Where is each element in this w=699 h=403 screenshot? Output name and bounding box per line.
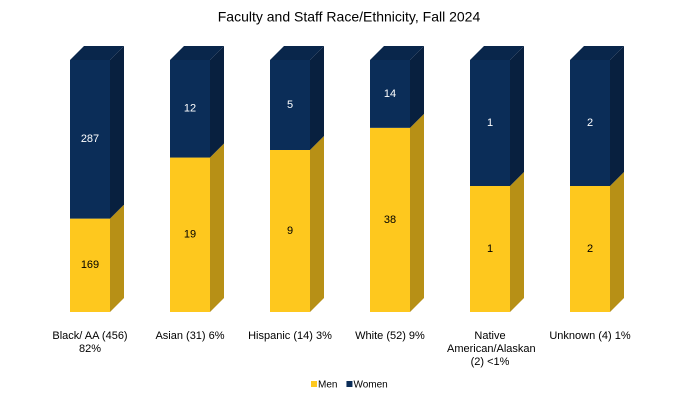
bar	[470, 172, 524, 312]
bar-front	[70, 218, 110, 312]
bar	[570, 172, 624, 312]
bar-front	[70, 60, 110, 219]
bar-side	[310, 46, 324, 150]
value-label: 2	[587, 243, 593, 255]
value-label: 38	[384, 214, 396, 226]
legend-swatch	[311, 381, 317, 387]
bar	[270, 46, 324, 150]
bar-front	[170, 60, 210, 158]
bar-top	[470, 46, 524, 60]
bar-side	[210, 46, 224, 158]
bar-front	[170, 157, 210, 312]
bar	[70, 204, 124, 312]
bar	[570, 46, 624, 186]
value-label: 5	[287, 99, 293, 111]
chart-title: Faculty and Staff Race/Ethnicity, Fall 2…	[218, 9, 481, 25]
bar-top	[170, 46, 224, 60]
value-label: 169	[81, 259, 99, 271]
value-label: 12	[184, 103, 196, 115]
bar	[70, 46, 124, 219]
value-label: 287	[81, 133, 99, 145]
bar-front	[370, 60, 410, 128]
bar-front	[270, 150, 310, 312]
bar-side	[210, 143, 224, 312]
bar-front	[570, 60, 610, 186]
value-label: 2	[587, 117, 593, 129]
bar-front	[370, 127, 410, 312]
bar-top	[270, 46, 324, 60]
bar-front	[270, 60, 310, 150]
bar-side	[110, 46, 124, 219]
bar	[370, 113, 424, 312]
bar-side	[310, 136, 324, 312]
bar-front	[470, 186, 510, 312]
bar	[470, 46, 524, 186]
bar-top	[370, 46, 424, 60]
bar-front	[470, 60, 510, 186]
legend-label: Women	[353, 380, 387, 391]
value-label: 19	[184, 229, 196, 241]
x-tick-label: Unknown (4) 1%	[549, 330, 631, 342]
legend-swatch	[346, 381, 353, 387]
value-label: 1	[487, 243, 493, 255]
x-tick-label: Hispanic (14) 3%	[248, 330, 332, 342]
bar	[170, 46, 224, 158]
x-tick-label: Black/ AA (456) 82%	[52, 330, 128, 355]
bar-side	[410, 113, 424, 312]
bar-top	[70, 46, 124, 60]
x-tick-label: Asian (31) 6%	[155, 330, 225, 342]
bar	[170, 143, 224, 312]
value-label: 9	[287, 225, 293, 237]
value-label: 1	[487, 117, 493, 129]
bar-side	[410, 46, 424, 128]
bar-front	[570, 186, 610, 312]
bar-side	[610, 172, 624, 312]
bar-side	[110, 204, 124, 312]
bar-side	[510, 172, 524, 312]
bar	[270, 136, 324, 312]
bar	[370, 46, 424, 128]
bar-side	[610, 46, 624, 186]
value-label: 14	[384, 88, 396, 100]
x-tick-label: Native American/Alaskan (2) <1%	[447, 330, 536, 368]
x-tick-label: White (52) 9%	[355, 330, 425, 342]
bar-side	[510, 46, 524, 186]
legend-label: Men	[318, 380, 337, 391]
bar-top	[570, 46, 624, 60]
